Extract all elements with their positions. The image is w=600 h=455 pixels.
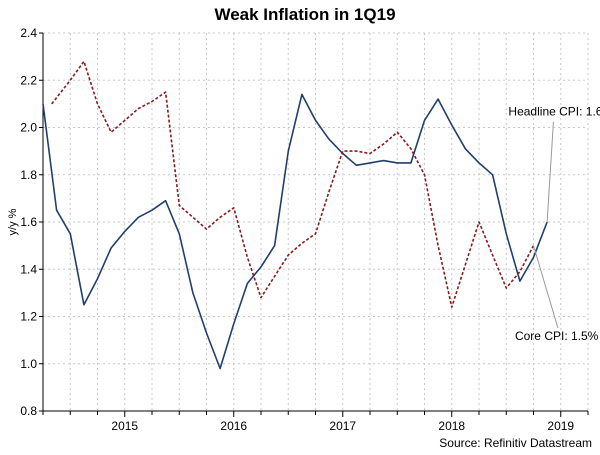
axes — [39, 32, 589, 417]
y-tick-label: 0.8 — [20, 404, 37, 418]
x-tick-label-2017: 2017 — [329, 419, 356, 433]
y-tick-label: 2.0 — [20, 121, 37, 135]
x-tick-label-2016: 2016 — [220, 419, 247, 433]
x-tick-label-2018: 2018 — [438, 419, 465, 433]
grid-lines — [43, 32, 589, 411]
series-lines — [42, 60, 548, 370]
x-tick-label-2015: 2015 — [111, 419, 138, 433]
annotation-label: Core CPI: 1.5% — [515, 329, 599, 343]
series-line-headline-cpi — [42, 93, 548, 370]
annotation-label: Headline CPI: 1.6% — [508, 105, 600, 119]
annotations: Headline CPI: 1.6% Core CPI: 1.5% — [508, 105, 600, 343]
y-tick-label: 2.2 — [20, 73, 37, 87]
x-tick-label-2019: 2019 — [547, 419, 574, 433]
y-tick-label: 1.6 — [20, 215, 37, 229]
x-tick-labels: 2015 2016 2017 2018 2019 — [111, 419, 574, 433]
chart-title: Weak Inflation in 1Q19 — [214, 5, 395, 24]
y-tick-label: 1.2 — [20, 310, 37, 324]
y-tick-label: 1.8 — [20, 168, 37, 182]
y-tick-label: 1.4 — [20, 262, 37, 276]
annotation-leader — [533, 245, 559, 329]
series-line-core-cpi — [51, 60, 535, 308]
y-tick-labels: 0.8 1.0 1.2 1.4 1.6 1.8 2.0 2.2 2.4 — [20, 26, 37, 418]
annotation-leader — [546, 121, 554, 223]
y-axis-label: y/y % — [7, 208, 19, 235]
y-tick-label: 2.4 — [20, 26, 37, 40]
source-note: Source: Refinitiv Datastream — [439, 436, 592, 450]
y-tick-label: 1.0 — [20, 357, 37, 371]
